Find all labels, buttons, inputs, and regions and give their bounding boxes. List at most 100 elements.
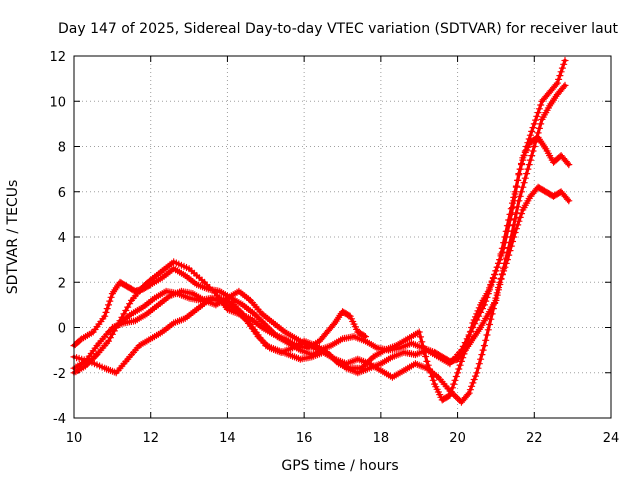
series-track-d	[70, 183, 573, 406]
data-point	[356, 330, 360, 334]
data-point	[325, 330, 330, 334]
y-tick-label: -2	[53, 367, 66, 382]
data-point	[260, 312, 264, 316]
data-point	[252, 312, 257, 316]
data-point	[329, 343, 333, 348]
data-point	[191, 291, 195, 296]
data-point	[413, 361, 418, 366]
data-point	[402, 368, 406, 373]
data-point	[386, 348, 391, 352]
data-point	[563, 58, 567, 63]
data-point	[494, 298, 498, 303]
x-tick-label: 20	[449, 431, 466, 446]
data-point	[490, 312, 494, 316]
data-point	[544, 190, 548, 194]
data-point	[306, 343, 310, 348]
data-point	[321, 350, 326, 355]
data-point	[194, 282, 199, 287]
data-point	[214, 303, 218, 307]
data-point	[133, 318, 138, 323]
data-point	[536, 185, 540, 189]
data-point	[421, 346, 425, 350]
data-point	[317, 348, 322, 352]
data-point	[333, 357, 337, 362]
data-point	[371, 355, 376, 359]
data-point	[125, 285, 130, 289]
data-point	[521, 208, 525, 212]
data-point	[95, 352, 99, 357]
data-point	[363, 334, 368, 339]
data-point	[114, 371, 118, 375]
data-point	[413, 352, 418, 357]
y-axis-title: SDTVAR / TECUs	[5, 180, 21, 295]
y-tick-label: 2	[58, 276, 66, 291]
data-point	[298, 348, 303, 352]
data-point	[183, 273, 187, 278]
data-point	[390, 355, 395, 359]
data-point	[348, 366, 353, 371]
data-point	[455, 371, 460, 375]
data-point	[160, 275, 164, 280]
data-point	[275, 348, 280, 352]
data-point	[248, 298, 253, 303]
data-point	[344, 361, 349, 366]
series-track-e	[108, 81, 569, 365]
data-point	[567, 162, 571, 167]
data-point	[482, 343, 487, 348]
data-point	[218, 289, 222, 294]
data-point	[79, 337, 84, 341]
series-group	[70, 56, 573, 406]
data-point	[475, 371, 479, 375]
y-tick-label: -4	[53, 412, 66, 427]
data-point	[363, 339, 368, 343]
data-point	[471, 321, 475, 325]
data-point	[137, 343, 141, 348]
data-point	[129, 298, 134, 303]
data-point	[294, 337, 299, 341]
data-point	[409, 341, 414, 346]
data-point	[164, 289, 168, 294]
data-point	[501, 246, 506, 251]
gridlines	[74, 56, 611, 418]
data-point	[509, 235, 514, 239]
data-point	[501, 266, 506, 271]
data-point	[367, 361, 372, 366]
data-point	[517, 171, 521, 176]
data-point	[517, 199, 521, 203]
data-point	[486, 289, 491, 294]
data-point	[87, 359, 92, 364]
data-point	[352, 334, 356, 339]
series-track-a	[70, 258, 370, 377]
data-point	[275, 334, 280, 339]
data-point	[540, 117, 544, 122]
data-point	[141, 287, 145, 291]
data-point	[133, 289, 138, 294]
data-point	[398, 346, 402, 350]
x-tick-label: 12	[142, 431, 159, 446]
data-point	[141, 305, 145, 309]
data-point	[425, 366, 429, 371]
data-point	[417, 330, 422, 334]
data-point	[544, 147, 548, 151]
data-point	[206, 287, 211, 291]
data-point	[463, 348, 468, 352]
data-point	[555, 81, 560, 85]
data-point	[160, 269, 164, 273]
data-point	[183, 316, 187, 321]
data-point	[340, 337, 345, 341]
data-point	[551, 194, 556, 199]
data-point	[528, 194, 533, 199]
x-tick-label: 24	[603, 431, 620, 446]
data-point	[551, 160, 556, 165]
y-tick-label: 0	[58, 322, 66, 337]
data-point	[440, 398, 445, 402]
data-point	[110, 291, 115, 296]
data-point	[467, 391, 471, 395]
data-point	[540, 99, 544, 104]
data-point	[283, 330, 287, 334]
data-point	[148, 278, 153, 282]
data-point	[559, 153, 563, 158]
data-point	[187, 266, 191, 271]
data-point	[160, 330, 164, 334]
x-tick-label: 16	[296, 431, 313, 446]
